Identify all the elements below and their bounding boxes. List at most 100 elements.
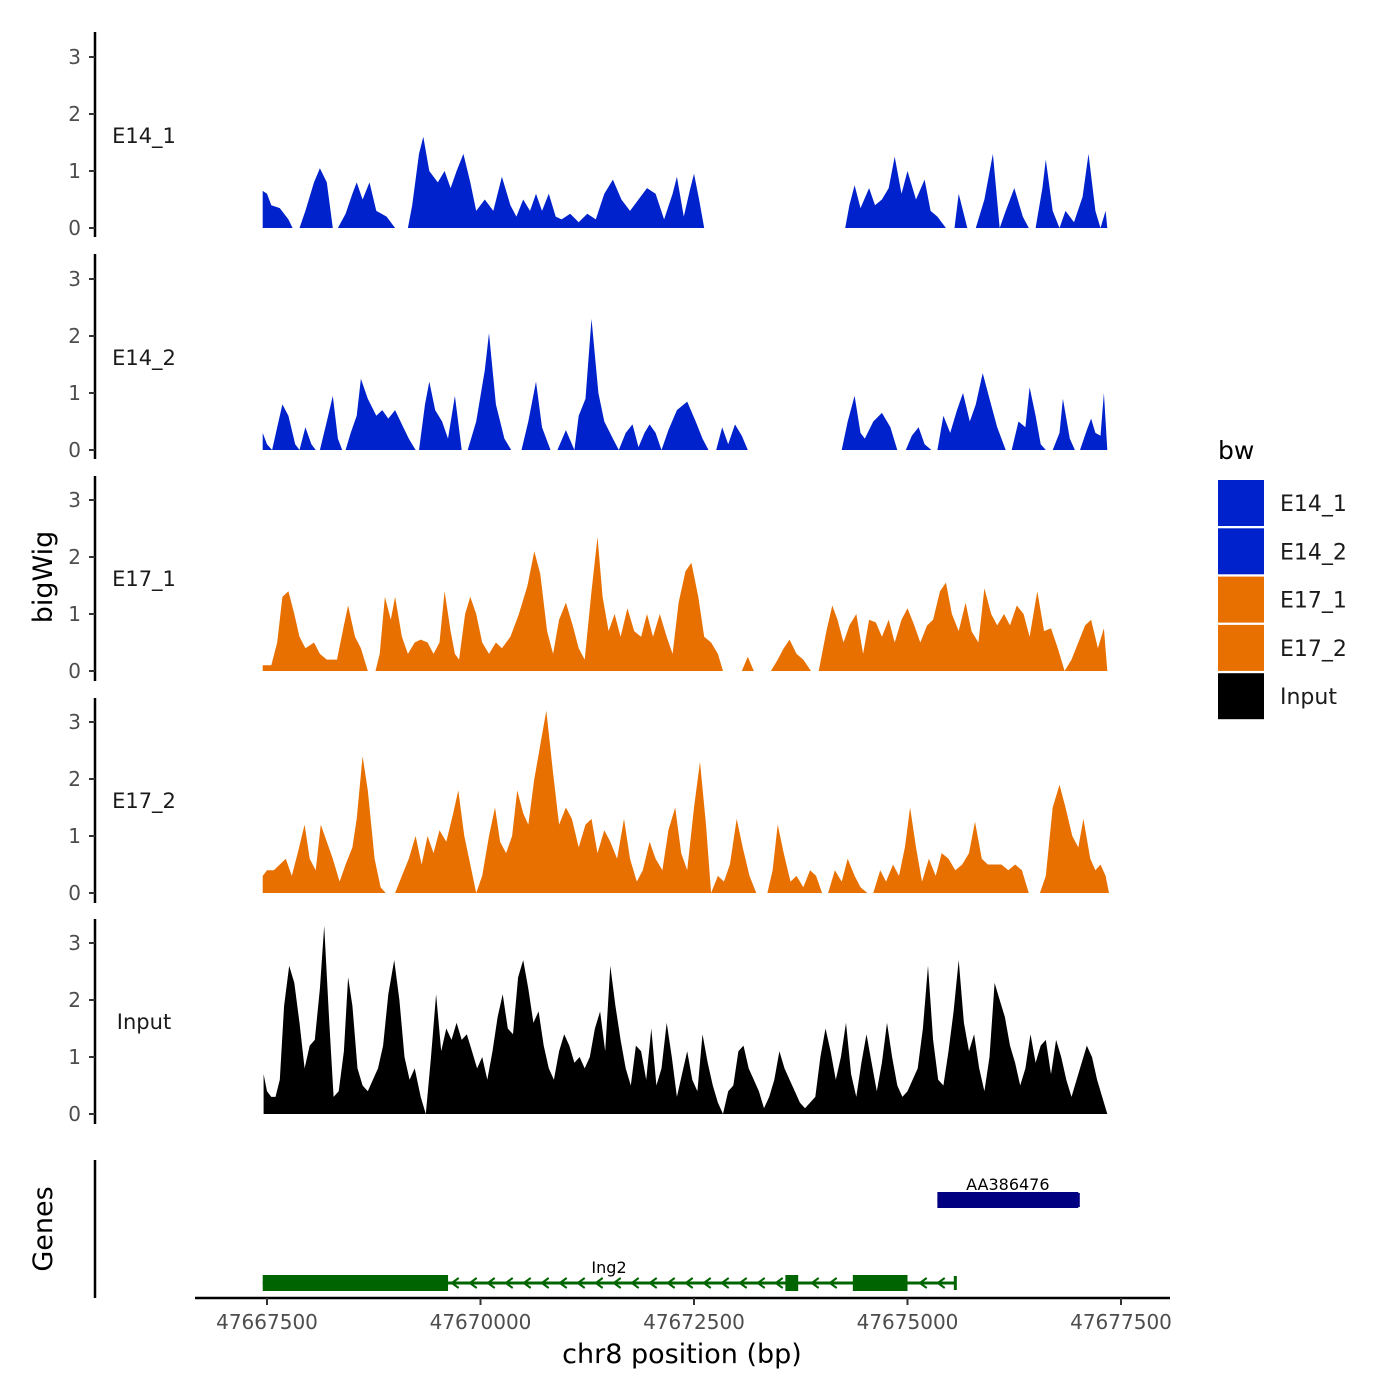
strand-arrow (702, 1277, 712, 1289)
y-tick-label: 0 (68, 216, 81, 240)
y-tick-label: 3 (68, 488, 81, 512)
strand-arrow (522, 1277, 532, 1289)
y-tick-label: 1 (68, 824, 81, 848)
y-tick-label: 2 (68, 102, 81, 126)
signal-area-e14-1-7 (1035, 153, 1108, 228)
exon-1 (785, 1275, 799, 1291)
y-tick-label: 0 (68, 438, 81, 462)
strand-arrow (936, 1277, 946, 1289)
signal-area-e14-1-6 (975, 153, 1029, 228)
exon-0 (937, 1192, 1079, 1208)
legend-label-e14-1: E14_1 (1280, 492, 1347, 517)
signal-area-e17-1-3 (770, 639, 811, 671)
track-label-e14-2: E14_2 (112, 346, 176, 371)
signal-area-e14-1-0 (262, 190, 293, 228)
track-e14-2: 0 1 2 3 E14_2 (68, 254, 1108, 462)
track-e17-1: 0 1 2 3 E17_1 (68, 476, 1108, 683)
signal-area-e17-2-1 (395, 710, 757, 893)
signal-area-e17-2-5 (1039, 784, 1109, 893)
strand-arrow (486, 1277, 496, 1289)
signal-area-e17-2-3 (828, 858, 868, 893)
x-tick-label: 47670000 (430, 1310, 532, 1334)
signal-area-e14-1-2 (337, 182, 396, 228)
signal-area-e14-1-5 (954, 193, 968, 228)
track-input: 0 1 2 3 Input (68, 919, 1108, 1126)
strand-arrow (918, 1277, 928, 1289)
signal-area-e14-1-4 (845, 156, 946, 228)
track-label-input: Input (117, 1010, 171, 1034)
strand-arrow (630, 1277, 640, 1289)
strand-arrow (738, 1277, 748, 1289)
signal-area-e14-2-3 (419, 381, 462, 450)
y-tick-label: 0 (68, 1102, 81, 1126)
x-axis-title: chr8 position (bp) (562, 1339, 802, 1370)
legend-swatch-e14-2 (1218, 528, 1264, 575)
signal-area-input-0 (263, 925, 1108, 1114)
strand-arrow (666, 1277, 676, 1289)
track-label-e14-1: E14_1 (112, 124, 176, 149)
y-tick-label: 3 (68, 931, 81, 955)
signal-area-e14-2-13 (1080, 393, 1108, 450)
x-tick-label: 47677500 (1070, 1310, 1172, 1334)
signal-area-e17-2-4 (873, 807, 1029, 893)
strand-arrow (468, 1277, 478, 1289)
legend-label-e14-2: E14_2 (1280, 540, 1347, 565)
y-tick-label: 0 (68, 881, 81, 905)
signal-area-e14-2-11 (1011, 387, 1046, 450)
signal-area-e14-2-1 (319, 395, 343, 450)
signal-area-e14-2-0 (262, 404, 316, 450)
gene-track: AA386476 Ing2 (93, 1160, 1080, 1298)
y-tick-label: 1 (68, 159, 81, 183)
signal-area-e17-1-1 (375, 537, 723, 671)
strand-arrow (576, 1277, 586, 1289)
gene-label-aa386476: AA386476 (966, 1175, 1049, 1194)
y-tick-label: 3 (68, 45, 81, 69)
signal-area-e17-2-0 (262, 756, 386, 893)
y-tick-label: 0 (68, 659, 81, 683)
signal-area-e14-2-2 (345, 378, 416, 450)
signal-area-e17-1-2 (741, 656, 754, 671)
signal-area-e14-2-4 (467, 333, 512, 450)
legend-label-e17-2: E17_2 (1280, 637, 1347, 662)
track-e17-2: 0 1 2 3 E17_2 (68, 698, 1109, 905)
legend-swatch-input (1218, 673, 1264, 720)
strand-arrow (558, 1277, 568, 1289)
legend-title: bw (1218, 436, 1254, 465)
signal-area-e14-2-5 (521, 381, 551, 450)
signal-tracks: 0 1 2 3 E14_1 0 1 2 3 E14_2 0 1 2 3 E17_1 0 1 2 3 E17_2 0 1 2 3… (68, 32, 1109, 1126)
exon-2 (852, 1275, 908, 1291)
y-tick-label: 2 (68, 767, 81, 791)
track-label-e17-1: E17_1 (112, 567, 176, 592)
gene-ing2: Ing2 (262, 1258, 957, 1291)
y-tick-label: 1 (68, 1045, 81, 1069)
strand-arrow (828, 1277, 838, 1289)
gene-label-ing2: Ing2 (591, 1258, 626, 1277)
y-tick-label: 3 (68, 267, 81, 291)
signal-area-e14-1-1 (299, 168, 333, 228)
y-axis-title-genes: Genes (28, 1186, 59, 1271)
strand-arrow (612, 1277, 622, 1289)
track-e14-1: 0 1 2 3 E14_1 (68, 32, 1108, 240)
signal-area-e14-2-6 (557, 318, 709, 450)
legend-swatch-e17-1 (1218, 576, 1264, 623)
strand-arrow (504, 1277, 514, 1289)
strand-arrow (450, 1277, 460, 1289)
y-tick-label: 3 (68, 710, 81, 734)
strand-arrow (648, 1277, 658, 1289)
track-label-e17-2: E17_2 (112, 789, 176, 814)
signal-area-e17-1-4 (818, 582, 1108, 671)
y-tick-label: 2 (68, 988, 81, 1012)
strand-arrow (594, 1277, 604, 1289)
strand-arrow (810, 1277, 820, 1289)
signal-area-e14-1-3 (407, 136, 705, 228)
y-tick-label: 2 (68, 545, 81, 569)
y-tick-label: 1 (68, 381, 81, 405)
strand-arrow (540, 1277, 550, 1289)
legend: bw E14_1 E14_2 E17_1 E17_2 Input (1218, 436, 1347, 720)
signal-area-e14-2-7 (716, 424, 748, 450)
x-axis: 47667500 47670000 47672500 47675000 47677500 (195, 1296, 1172, 1334)
x-tick-label: 47672500 (643, 1310, 745, 1334)
signal-area-e14-2-8 (841, 395, 898, 450)
legend-swatch-e17-2 (1218, 624, 1264, 671)
